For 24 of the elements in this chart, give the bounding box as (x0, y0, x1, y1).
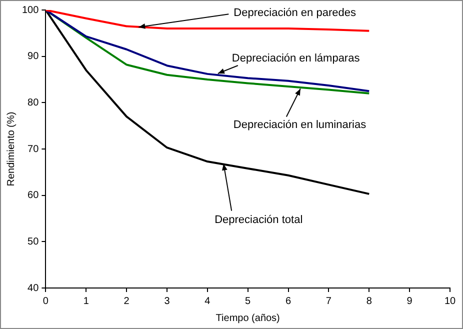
y-tick-label: 100 (22, 4, 40, 16)
x-tick-label: 5 (245, 296, 252, 307)
x-tick-label: 2 (124, 296, 130, 307)
annotation: Depreciación total (214, 214, 303, 226)
y-tick-label: 70 (28, 144, 40, 155)
y-tick-label: 90 (28, 51, 40, 62)
y-tick-label: 60 (28, 190, 40, 202)
y-tick-label: 80 (28, 97, 40, 108)
annotation: Depreciación en luminarias (233, 118, 367, 131)
x-tick-label: 9 (406, 296, 413, 307)
x-tick-label: 7 (326, 296, 332, 307)
x-tick-label: 10 (444, 296, 456, 307)
annotation: Depreciación en paredes (234, 7, 356, 20)
y-tick-label: 40 (28, 282, 40, 294)
x-tick-label: 4 (204, 296, 211, 307)
x-tick-label: 8 (366, 296, 372, 307)
x-tick-label: 3 (164, 296, 170, 307)
annotation: Depreciación en lámparas (232, 52, 360, 65)
y-tick-label: 50 (28, 236, 40, 248)
y-axis-title: Rendimiento (%) (6, 112, 17, 186)
x-tick-label: 1 (83, 296, 90, 307)
x-axis-title: Tiempo (años) (216, 312, 280, 324)
x-tick-label: 6 (285, 296, 292, 307)
x-tick-label: 0 (42, 296, 49, 307)
